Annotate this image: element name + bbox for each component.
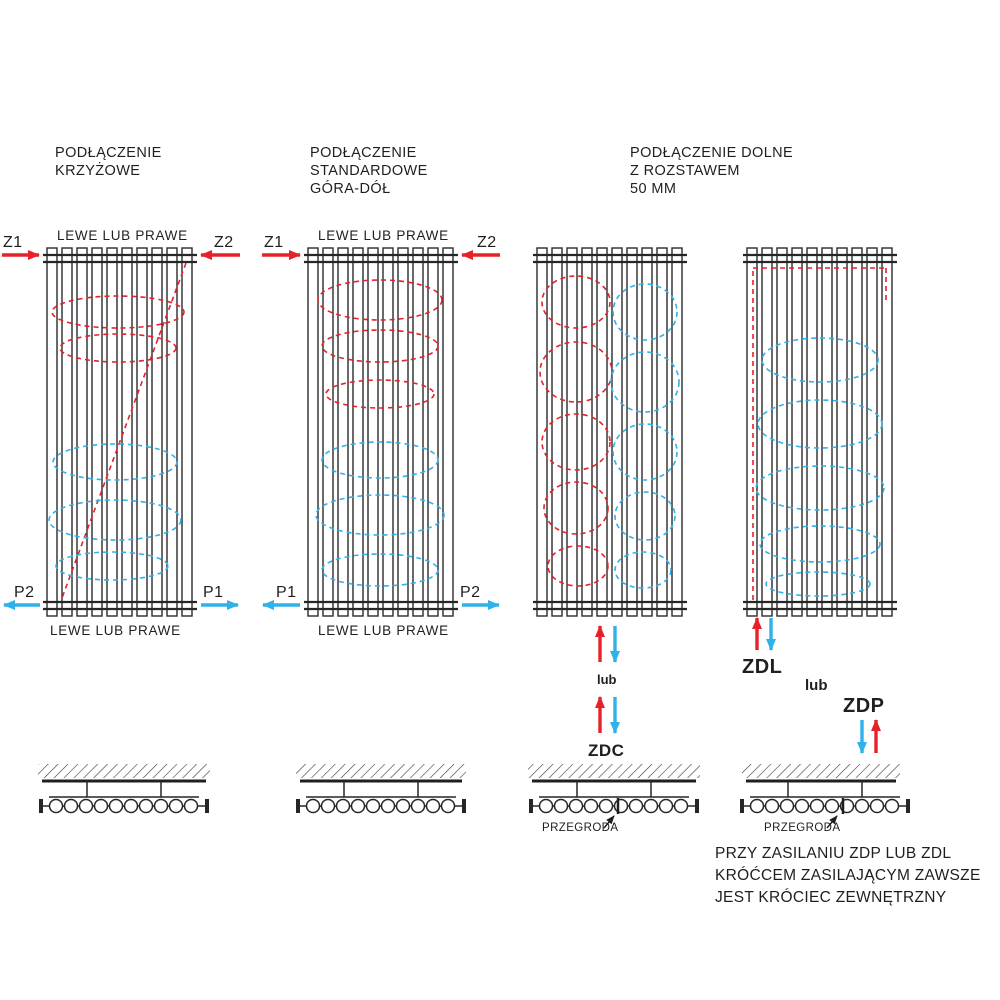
- return-flow-loop: [761, 337, 879, 383]
- supply-flow-loop: [325, 379, 435, 409]
- r2-p1-label: P1: [276, 584, 297, 601]
- radiator-2-group: LEWE LUB PRAWE LEWE LUB PRAWE Z1 Z2 P1 P…: [262, 228, 500, 638]
- return-flow-loop: [759, 525, 881, 563]
- r1-bottom-label: LEWE LUB PRAWE: [50, 623, 181, 638]
- supply-flow-loop: [51, 295, 185, 329]
- wall-hatch: [742, 764, 900, 778]
- cross-sections: PRZEGRODA PRZEGRODA: [38, 764, 911, 834]
- r1-top-label: LEWE LUB PRAWE: [57, 228, 188, 243]
- title-krzyzowe-line2: KRZYŻOWE: [55, 161, 140, 179]
- supply-flow-loop: [547, 545, 609, 587]
- zdl-label: ZDL: [742, 656, 782, 678]
- cross-section-2: [295, 764, 467, 814]
- title-dolne-line3: 50 MM: [630, 181, 676, 197]
- radiator-1-body: [41, 246, 199, 618]
- r2-top-label: LEWE LUB PRAWE: [318, 228, 449, 243]
- supply-flow-loop: [543, 481, 609, 535]
- tube-row-top-view: [38, 780, 210, 814]
- radiator-2-flow: [315, 279, 445, 587]
- title-dolne-line2: Z ROZSTAWEM: [630, 163, 740, 179]
- supply-flow-loop: [59, 333, 177, 363]
- wall-hatch: [296, 764, 466, 778]
- return-flow-loop: [321, 441, 439, 479]
- r1-z1-supply-arrow: Z1: [2, 234, 40, 260]
- return-flow-loop: [55, 551, 169, 581]
- r2-p1-return-arrow: P1: [262, 584, 300, 610]
- zdl-zdp-lub-label: lub: [805, 677, 828, 694]
- r2-z2-label: Z2: [477, 234, 497, 251]
- tube-row-top-view: [739, 780, 911, 814]
- return-flow-loop: [610, 351, 680, 413]
- zdp-connection: ZDP: [843, 695, 885, 754]
- radiator-3-flow: [539, 275, 680, 589]
- r1-z2-label: Z2: [214, 234, 234, 251]
- section-titles: PODŁĄCZENIE KRZYŻOWE PODŁĄCZENIE STANDAR…: [55, 145, 793, 197]
- supply-flow-loop: [317, 279, 443, 321]
- title-standardowe-line3: GÓRA-DÓŁ: [310, 180, 391, 197]
- r2-z2-supply-arrow: Z2: [461, 234, 500, 260]
- wall-hatch: [38, 764, 210, 778]
- zdc-lub-label: lub: [597, 672, 617, 687]
- r1-p1-label: P1: [203, 584, 224, 601]
- zdl-connection: ZDL: [742, 617, 782, 678]
- r1-p2-return-arrow: P2: [3, 584, 40, 610]
- r1-p1-return-arrow: P1: [201, 584, 239, 610]
- r2-bottom-label: LEWE LUB PRAWE: [318, 623, 449, 638]
- return-flow-loop: [315, 494, 445, 536]
- radiator-4-flow: [752, 267, 887, 600]
- cross-flow-line: [61, 262, 187, 599]
- radiator-3-group: lub ZDC: [531, 246, 689, 760]
- title-dolne-line1: PODŁĄCZENIE DOLNE: [630, 145, 793, 161]
- cross-section-3: PRZEGRODA: [528, 764, 700, 834]
- r1-z1-label: Z1: [3, 234, 23, 251]
- return-flow-loop: [612, 283, 678, 341]
- radiator-4-group: ZDL lub ZDP: [741, 246, 899, 754]
- return-flow-loop: [52, 443, 178, 481]
- radiator-1-group: LEWE LUB PRAWE LEWE LUB PRAWE Z1 Z2 P2 P…: [2, 228, 240, 638]
- przegroda-label: PRZEGRODA: [764, 822, 840, 834]
- supply-flow-loop: [541, 413, 611, 471]
- footnote-line2: KRÓĆCEM ZASILAJĄCYM ZAWSZE: [715, 867, 981, 884]
- radiator-1-flow: [48, 262, 187, 599]
- tube-row-top-view: [295, 780, 467, 814]
- return-flow-loop: [614, 551, 672, 589]
- supply-flow-loop: [539, 341, 613, 403]
- return-flow-loop: [757, 399, 883, 449]
- supply-flow-loop: [321, 329, 439, 363]
- footnote-line3: JEST KRÓCIEC ZEWNĘTRZNY: [715, 889, 946, 906]
- return-flow-loop: [755, 465, 885, 511]
- przegroda-arrow-icon: [826, 815, 838, 829]
- supply-flow-loop: [541, 275, 611, 329]
- r2-p2-label: P2: [460, 584, 481, 601]
- title-standardowe-line1: PODŁĄCZENIE: [310, 145, 417, 161]
- return-flow-loop: [612, 423, 678, 481]
- r1-z2-supply-arrow: Z2: [200, 234, 240, 260]
- tube-row-top-view: [528, 780, 700, 814]
- r2-z1-supply-arrow: Z1: [262, 234, 301, 260]
- footnote: PRZY ZASILANIU ZDP LUB ZDL KRÓĆCEM ZASIL…: [715, 845, 981, 906]
- radiator-2-body: [302, 246, 460, 618]
- footnote-line1: PRZY ZASILANIU ZDP LUB ZDL: [715, 845, 951, 862]
- return-flow-loop: [321, 553, 439, 587]
- wall-hatch: [528, 764, 700, 778]
- radiator-4-body: [741, 246, 899, 618]
- r2-p2-return-arrow: P2: [460, 584, 500, 610]
- return-flow-loop: [614, 491, 676, 541]
- r1-p2-label: P2: [14, 584, 35, 601]
- r2-z1-label: Z1: [264, 234, 284, 251]
- przegroda-arrow-icon: [603, 815, 615, 829]
- return-flow-loop: [765, 571, 871, 597]
- cross-section-1: [38, 764, 210, 814]
- zdp-label: ZDP: [843, 695, 885, 717]
- title-krzyzowe-line1: PODŁĄCZENIE: [55, 145, 162, 161]
- return-flow-loop: [48, 499, 182, 541]
- przegroda-label: PRZEGRODA: [542, 822, 618, 834]
- cross-section-4: PRZEGRODA: [739, 764, 911, 834]
- zdc-label: ZDC: [588, 741, 624, 760]
- zdc-connection: lub ZDC: [588, 625, 624, 760]
- title-standardowe-line2: STANDARDOWE: [310, 163, 428, 179]
